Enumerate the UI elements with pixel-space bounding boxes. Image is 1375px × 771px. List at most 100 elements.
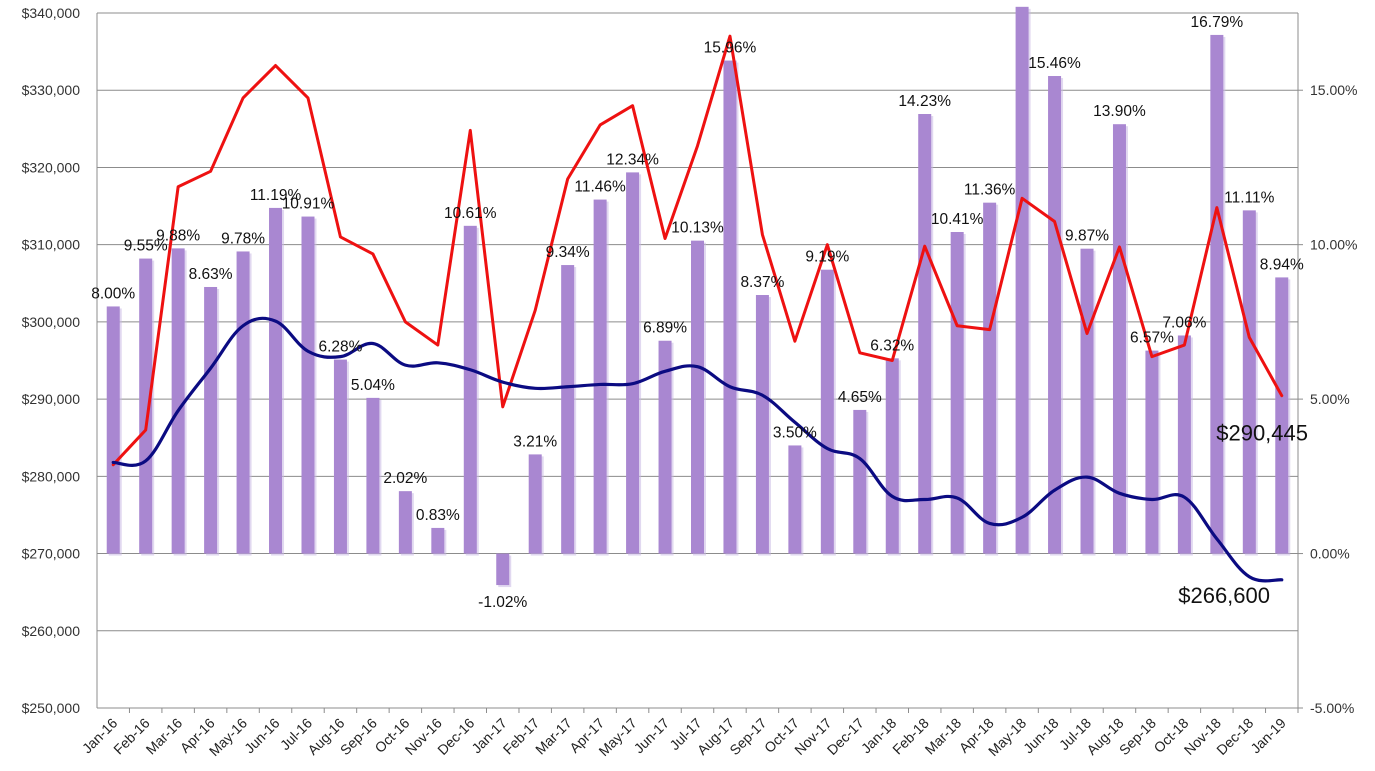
bar [463, 225, 477, 554]
right-tick-label: -5.00% [1310, 700, 1354, 716]
bar [561, 265, 575, 554]
bar-data-label: 12.34% [606, 151, 659, 168]
bar-data-labels: 8.00% 9.55%9.88% 8.63% 9.78% 11.19%10.91% 6.2… [91, 14, 1304, 611]
right-tick-label: 10.00% [1310, 237, 1357, 253]
left-tick-label: $290,000 [22, 391, 81, 407]
bar-data-label: 9.19% [805, 249, 849, 266]
x-tick-label: Dec-17 [824, 715, 867, 758]
bar [1177, 335, 1191, 554]
bar-data-label: 9.55% [124, 238, 168, 255]
bar [528, 454, 542, 554]
bar [1145, 350, 1159, 554]
bar [983, 202, 997, 554]
bar-data-label: 9.88% [156, 227, 200, 244]
bar-data-label: 5.04% [351, 377, 395, 394]
bar-data-label: 8.63% [189, 266, 233, 283]
left-tick-label: $340,000 [22, 5, 81, 21]
bar-data-label: 0.83% [416, 507, 460, 524]
bar [723, 60, 737, 554]
bar [853, 409, 867, 554]
left-tick-label: $310,000 [22, 237, 81, 253]
line-series-navy [111, 316, 1284, 583]
bar-data-label: 6.57% [1130, 330, 1174, 347]
right-tick-label: 15.00% [1310, 82, 1357, 98]
bar [1048, 76, 1062, 554]
line-series [111, 34, 1284, 583]
bar [918, 114, 932, 554]
bar [658, 340, 672, 554]
bar-data-label: 9.87% [1065, 228, 1109, 245]
left-tick-label: $330,000 [22, 82, 81, 98]
bar-data-label: 11.11% [1224, 189, 1274, 206]
bar-data-label: 6.89% [643, 320, 687, 337]
bar [333, 359, 347, 554]
bar [496, 553, 510, 586]
bar [788, 445, 802, 554]
left-tick-label: $320,000 [22, 159, 81, 175]
bar [269, 207, 283, 554]
x-tick-label: Jun-18 [1020, 715, 1062, 757]
x-tick-label: Mar-18 [922, 715, 965, 758]
left-tick-label: $280,000 [22, 468, 81, 484]
right-tick-label: 0.00% [1310, 546, 1350, 562]
bar-data-label: 2.02% [383, 470, 427, 487]
x-tick-label: Dec-16 [434, 715, 477, 758]
line-series-red [111, 34, 1284, 467]
x-tick-label: Jan-19 [1247, 715, 1289, 757]
x-tick-label: Jun-17 [631, 715, 673, 757]
bar [106, 306, 120, 554]
bar [1242, 210, 1256, 554]
bar [691, 240, 704, 554]
bar-data-label: 16.79% [1191, 14, 1244, 31]
bar-data-label: 15.96% [704, 40, 757, 57]
bar-data-label: 13.90% [1093, 103, 1146, 120]
right-axis: -5.00% 0.00% 5.00% 10.00% 15.00% [1297, 13, 1357, 716]
bar [366, 397, 380, 554]
left-tick-label: $260,000 [22, 623, 81, 639]
bar-data-label: 9.34% [546, 244, 590, 261]
bar [1015, 6, 1029, 554]
bar-data-label: 14.23% [898, 93, 951, 110]
bar-data-label: 3.50% [773, 424, 817, 441]
bar-data-label: 4.65% [838, 389, 882, 406]
bar-data-label: 8.37% [740, 274, 784, 291]
bar-data-label: -1.02% [478, 594, 527, 611]
x-tick-label: Dec-18 [1213, 715, 1256, 758]
bar-data-label: 7.06% [1162, 314, 1206, 331]
bar [1210, 34, 1224, 554]
left-tick-label: $250,000 [22, 700, 81, 716]
bar [755, 295, 769, 554]
bar [820, 269, 834, 554]
bar-data-label: 8.94% [1260, 256, 1304, 273]
bar [1275, 277, 1289, 554]
bar-data-label: 10.61% [444, 205, 497, 222]
bar [139, 258, 153, 554]
x-tick-label: Mar-16 [143, 715, 186, 758]
bar-data-label: 10.91% [282, 196, 335, 213]
bar [171, 248, 185, 554]
bar [398, 491, 412, 554]
bar [950, 232, 964, 554]
bar-data-label: 6.32% [870, 337, 914, 354]
bar-data-label: 8.00% [91, 285, 135, 302]
bar-series [106, 6, 1291, 588]
left-axis: $250,000 $260,000 $270,000 $280,000 $290,000… [22, 5, 98, 716]
bar [431, 527, 445, 554]
bar-data-label: 3.21% [513, 433, 557, 450]
x-tick-label: Mar-17 [532, 715, 575, 758]
bar [626, 172, 640, 554]
bar-data-label: 11.19% [250, 187, 302, 204]
bar [301, 216, 315, 554]
bar [236, 251, 250, 554]
bar [885, 358, 899, 554]
x-tick-label: Sep-16 [337, 715, 380, 758]
bar [1080, 248, 1094, 554]
right-tick-label: 5.00% [1310, 391, 1350, 407]
bar [204, 286, 218, 554]
bar-data-label: 10.13% [671, 220, 724, 237]
bar-data-label: 10.41% [931, 211, 984, 228]
x-axis: Jan-16Feb-16Mar-16Apr-16May-16Jun-16Jul-… [79, 707, 1299, 759]
bar [1112, 124, 1126, 554]
x-tick-label: Sep-18 [1116, 715, 1159, 758]
bar-data-label: 6.28% [318, 339, 362, 356]
